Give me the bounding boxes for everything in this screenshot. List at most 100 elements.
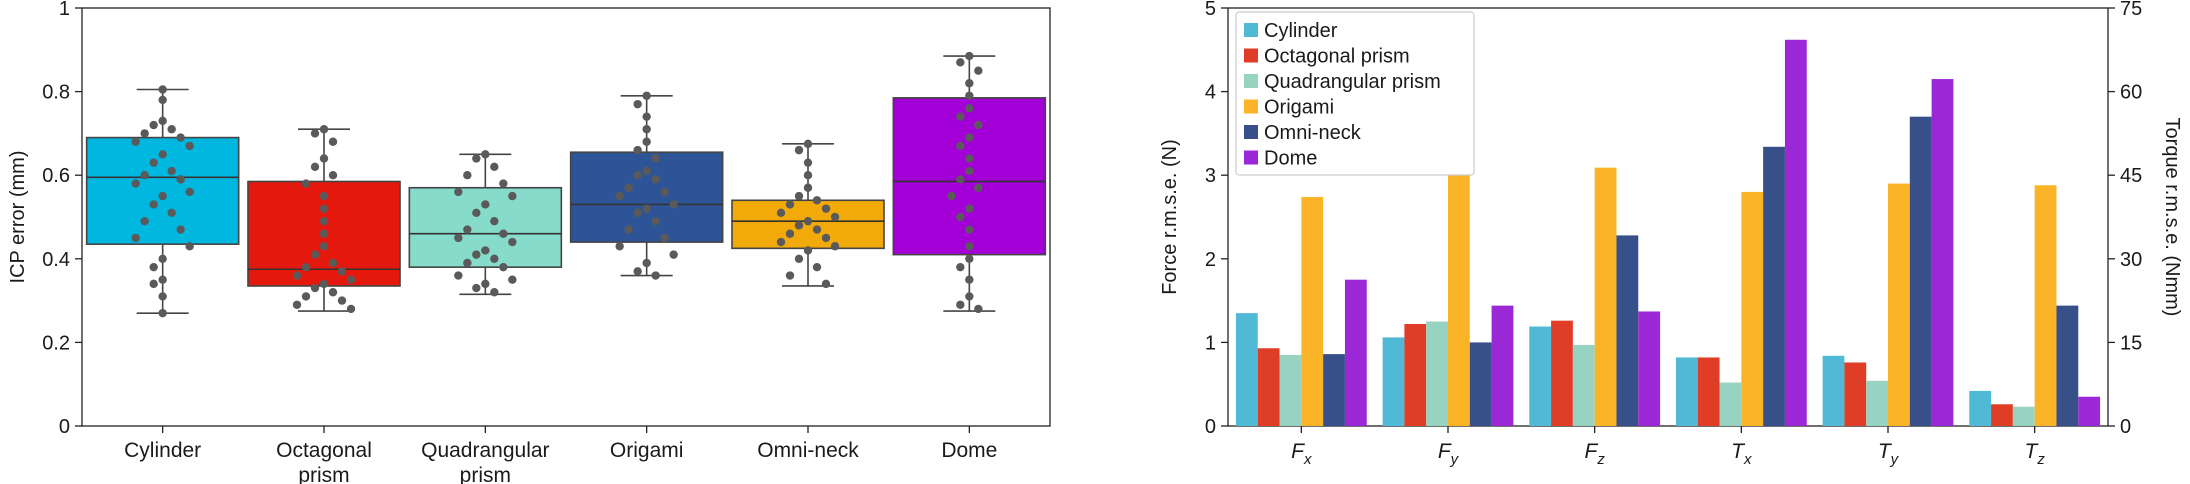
data-point bbox=[167, 208, 176, 218]
data-point bbox=[956, 58, 965, 67]
data-point bbox=[660, 187, 669, 197]
data-point bbox=[301, 262, 311, 272]
data-point bbox=[615, 242, 624, 251]
data-point bbox=[472, 208, 481, 218]
data-point bbox=[472, 250, 481, 259]
data-point bbox=[785, 200, 795, 209]
data-point bbox=[642, 125, 651, 134]
data-point bbox=[158, 85, 167, 94]
data-point bbox=[660, 233, 669, 243]
data-point bbox=[463, 225, 472, 234]
box bbox=[408, 186, 563, 268]
data-point bbox=[965, 91, 974, 100]
data-point bbox=[642, 166, 651, 176]
bar bbox=[1572, 344, 1595, 426]
data-point bbox=[956, 141, 965, 151]
legend-swatch bbox=[1244, 99, 1258, 114]
data-point bbox=[131, 233, 140, 243]
data-point bbox=[956, 175, 965, 184]
data-point bbox=[803, 183, 813, 192]
y2-tick-label: 0 bbox=[2120, 416, 2131, 438]
legend-label: Dome bbox=[1264, 148, 1317, 170]
data-point bbox=[176, 175, 185, 184]
data-point bbox=[301, 292, 311, 301]
y-tick-label: 1 bbox=[1205, 332, 1216, 354]
data-point bbox=[812, 196, 822, 205]
legend-label: Quadrangular prism bbox=[1264, 71, 1441, 93]
bar bbox=[1279, 354, 1302, 426]
y-tick-label: 1 bbox=[59, 0, 70, 20]
data-point bbox=[310, 283, 320, 293]
x-category-label: Cylinder bbox=[124, 439, 201, 462]
data-point bbox=[821, 279, 831, 289]
bar bbox=[1719, 382, 1742, 426]
legend-label: Origami bbox=[1264, 97, 1334, 119]
data-point bbox=[651, 271, 660, 280]
data-point bbox=[472, 154, 481, 163]
box-chart: 0 0.2 0.4 0.6 0.8 1 ICP error (mm) Cylinder Octa… bbox=[7, 0, 1051, 484]
data-point bbox=[642, 258, 651, 268]
data-point bbox=[176, 225, 185, 234]
bar bbox=[2056, 305, 2079, 426]
x-category-label: Tx bbox=[1731, 440, 1752, 468]
data-point bbox=[633, 267, 642, 276]
bar bbox=[1529, 326, 1552, 426]
x-category-label: Tz bbox=[2025, 440, 2046, 468]
data-point bbox=[812, 225, 822, 234]
data-point bbox=[821, 204, 831, 213]
data-point bbox=[965, 292, 974, 301]
box bbox=[569, 151, 724, 243]
bar bbox=[1323, 354, 1345, 426]
bar bbox=[1697, 357, 1720, 426]
y-tick-label: 0.8 bbox=[42, 82, 70, 104]
data-point bbox=[158, 308, 167, 318]
data-point bbox=[472, 283, 481, 293]
x-category-label: Ty bbox=[1878, 440, 1900, 468]
y-tick-label: 5 bbox=[1205, 0, 1216, 20]
data-point bbox=[776, 208, 786, 218]
data-point bbox=[776, 237, 786, 247]
y-axis-label: Force r.m.s.e. (N) bbox=[1159, 139, 1181, 295]
legend-swatch bbox=[1244, 74, 1258, 88]
data-point bbox=[965, 79, 974, 88]
data-point bbox=[131, 137, 140, 146]
x-category-label: Quadrangular bbox=[421, 439, 549, 462]
data-point bbox=[490, 254, 499, 263]
data-point bbox=[642, 112, 651, 121]
data-point bbox=[956, 300, 965, 309]
y2-tick-label: 30 bbox=[2120, 249, 2142, 271]
data-point bbox=[346, 304, 356, 314]
data-point bbox=[149, 158, 158, 167]
data-point bbox=[481, 200, 490, 209]
data-point bbox=[669, 200, 678, 209]
bar bbox=[1235, 313, 1258, 426]
data-point bbox=[821, 233, 831, 243]
y-axis-label: ICP error (mm) bbox=[7, 151, 29, 284]
data-point bbox=[310, 129, 320, 138]
data-point bbox=[463, 258, 472, 268]
y2-axis-label: Torque r.m.s.e. (Nmm) bbox=[2161, 118, 2183, 317]
data-point bbox=[965, 242, 974, 251]
data-point bbox=[131, 179, 140, 188]
y-tick-label: 0.4 bbox=[42, 249, 70, 271]
data-point bbox=[651, 175, 660, 184]
y2-tick-label: 15 bbox=[2120, 332, 2142, 354]
data-point bbox=[794, 254, 804, 263]
y-tick-label: 3 bbox=[1205, 165, 1216, 187]
x-category-label: Fx bbox=[1291, 440, 1312, 468]
bar bbox=[1344, 279, 1367, 426]
legend-swatch bbox=[1244, 48, 1258, 63]
bar bbox=[1491, 305, 1514, 426]
bar bbox=[1301, 196, 1324, 426]
bar bbox=[1551, 320, 1573, 426]
y2-tick-label: 60 bbox=[2120, 82, 2142, 104]
y-tick-label: 2 bbox=[1205, 249, 1216, 271]
data-point bbox=[185, 141, 194, 151]
data-point bbox=[319, 242, 329, 251]
data-point bbox=[346, 275, 356, 284]
data-point bbox=[803, 216, 813, 226]
bar bbox=[2012, 406, 2035, 426]
data-point bbox=[633, 171, 642, 180]
data-point bbox=[176, 133, 185, 142]
x-category-label-line2: prism bbox=[460, 464, 511, 484]
